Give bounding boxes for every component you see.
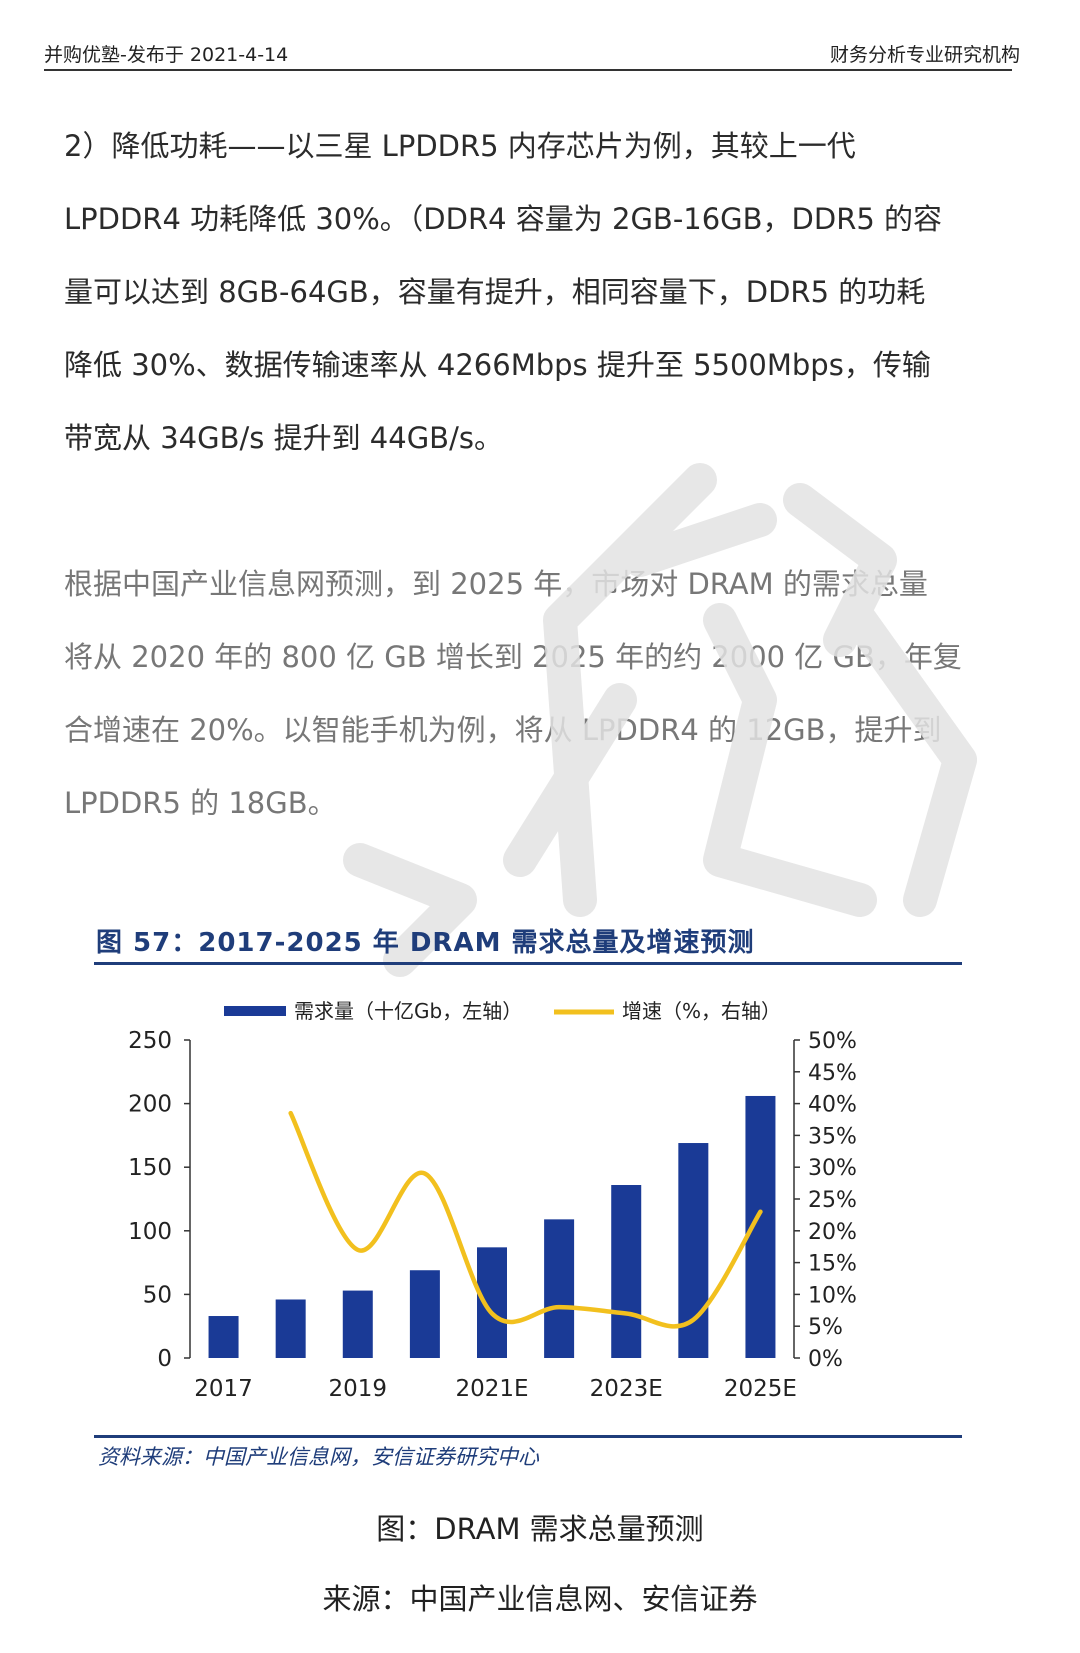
paragraph-line: LPDDR4 功耗降低 30%。（DDR4 容量为 2GB-16GB，DDR5 … xyxy=(64,202,943,236)
demand-bar-2022E xyxy=(544,1219,575,1358)
right-axis-tick-label: 25% xyxy=(808,1188,857,1213)
paragraph-1: 2）降低功耗——以三星 LPDDR5 内存芯片为例，其较上一代 LPDDR4 功… xyxy=(64,110,1004,475)
right-axis-tick-label: 40% xyxy=(808,1093,857,1118)
x-axis-tick-label: 2021E xyxy=(455,1376,528,1402)
dram-demand-chart: 需求量（十亿Gb，左轴） 增速（%，右轴） 0 50 100 150 200 250 0%… xyxy=(128,999,857,1402)
legend-line-label: 增速（%，右轴） xyxy=(622,999,781,1023)
left-axis-tick-label: 200 xyxy=(128,1092,172,1118)
right-axis-tick-label: 15% xyxy=(808,1252,857,1277)
right-axis-tick-label: 45% xyxy=(808,1061,857,1086)
growth-rate-line xyxy=(288,1110,763,1329)
paragraph-line: 带宽从 34GB/s 提升到 44GB/s。 xyxy=(64,421,503,455)
right-axis-tick-label: 35% xyxy=(808,1124,857,1149)
figure-top-rule xyxy=(94,962,962,965)
chart-legend: 需求量（十亿Gb，左轴） 增速（%，右轴） xyxy=(224,999,781,1023)
paragraph-line: 根据中国产业信息网预测，到 2025 年，市场对 DRAM 的需求总量 xyxy=(64,567,928,601)
caption-figure: 图：DRAM 需求总量预测 xyxy=(376,1512,704,1546)
x-axis-tick-label: 2025E xyxy=(724,1376,797,1402)
demand-bar-2021E xyxy=(477,1247,507,1358)
left-axis-tick-label: 100 xyxy=(128,1219,172,1245)
demand-bar-2020 xyxy=(409,1270,440,1358)
x-axis-tick-label: 2017 xyxy=(194,1376,253,1402)
x-axis-tick-label: 2023E xyxy=(590,1376,663,1402)
paragraph-line: 量可以达到 8GB-64GB，容量有提升，相同容量下，DDR5 的功耗 xyxy=(64,275,926,309)
right-axis-tick-label: 50% xyxy=(808,1029,857,1054)
left-axis-tick-label: 0 xyxy=(157,1346,172,1372)
right-axis-tick-label: 5% xyxy=(808,1315,843,1340)
right-axis-tick-label: 20% xyxy=(808,1220,857,1245)
header-divider xyxy=(44,69,1012,71)
figure-bottom-rule xyxy=(94,1435,962,1438)
paragraph-line: LPDDR5 的 18GB。 xyxy=(64,786,337,820)
left-axis-tick-label: 50 xyxy=(143,1282,172,1308)
legend-bar-swatch xyxy=(224,1006,286,1016)
paragraph-line: 降低 30%、数据传输速率从 4266Mbps 提升至 5500Mbps，传输 xyxy=(64,348,931,382)
paragraph-line: 2）降低功耗——以三星 LPDDR5 内存芯片为例，其较上一代 xyxy=(64,129,856,163)
header-right: 财务分析专业研究机构 xyxy=(829,44,1020,66)
demand-bar-2023E xyxy=(611,1185,642,1358)
x-axis-tick-label: 2019 xyxy=(329,1376,388,1402)
header-left: 并购优塾-发布于 2021-4-14 xyxy=(44,44,289,66)
paragraph-2: 根据中国产业信息网预测，到 2025 年，市场对 DRAM 的需求总量 将从 2… xyxy=(64,548,1004,840)
left-axis-tick-label: 250 xyxy=(128,1028,172,1054)
left-axis-tick-label: 150 xyxy=(128,1155,172,1181)
caption-source: 来源：中国产业信息网、安信证券 xyxy=(322,1582,758,1616)
right-axis-tick-label: 10% xyxy=(808,1283,857,1308)
paragraph-line: 将从 2020 年的 800 亿 GB 增长到 2025 年的约 2000 亿 … xyxy=(64,640,962,674)
demand-bar-2018 xyxy=(275,1299,306,1358)
paragraph-line: 合增速在 20%。以智能手机为例，将从 LPDDR4 的 12GB，提升到 xyxy=(64,713,942,747)
figure-title: 图 57：2017-2025 年 DRAM 需求总量及增速预测 xyxy=(96,928,755,958)
right-axis-tick-label: 30% xyxy=(808,1156,857,1181)
legend-bar-label: 需求量（十亿Gb，左轴） xyxy=(294,999,522,1023)
demand-bar-2019 xyxy=(342,1290,373,1358)
demand-bar-2017 xyxy=(208,1316,239,1358)
figure-source: 资料来源：中国产业信息网，安信证券研究中心 xyxy=(98,1445,539,1469)
right-axis-tick-label: 0% xyxy=(808,1347,843,1372)
